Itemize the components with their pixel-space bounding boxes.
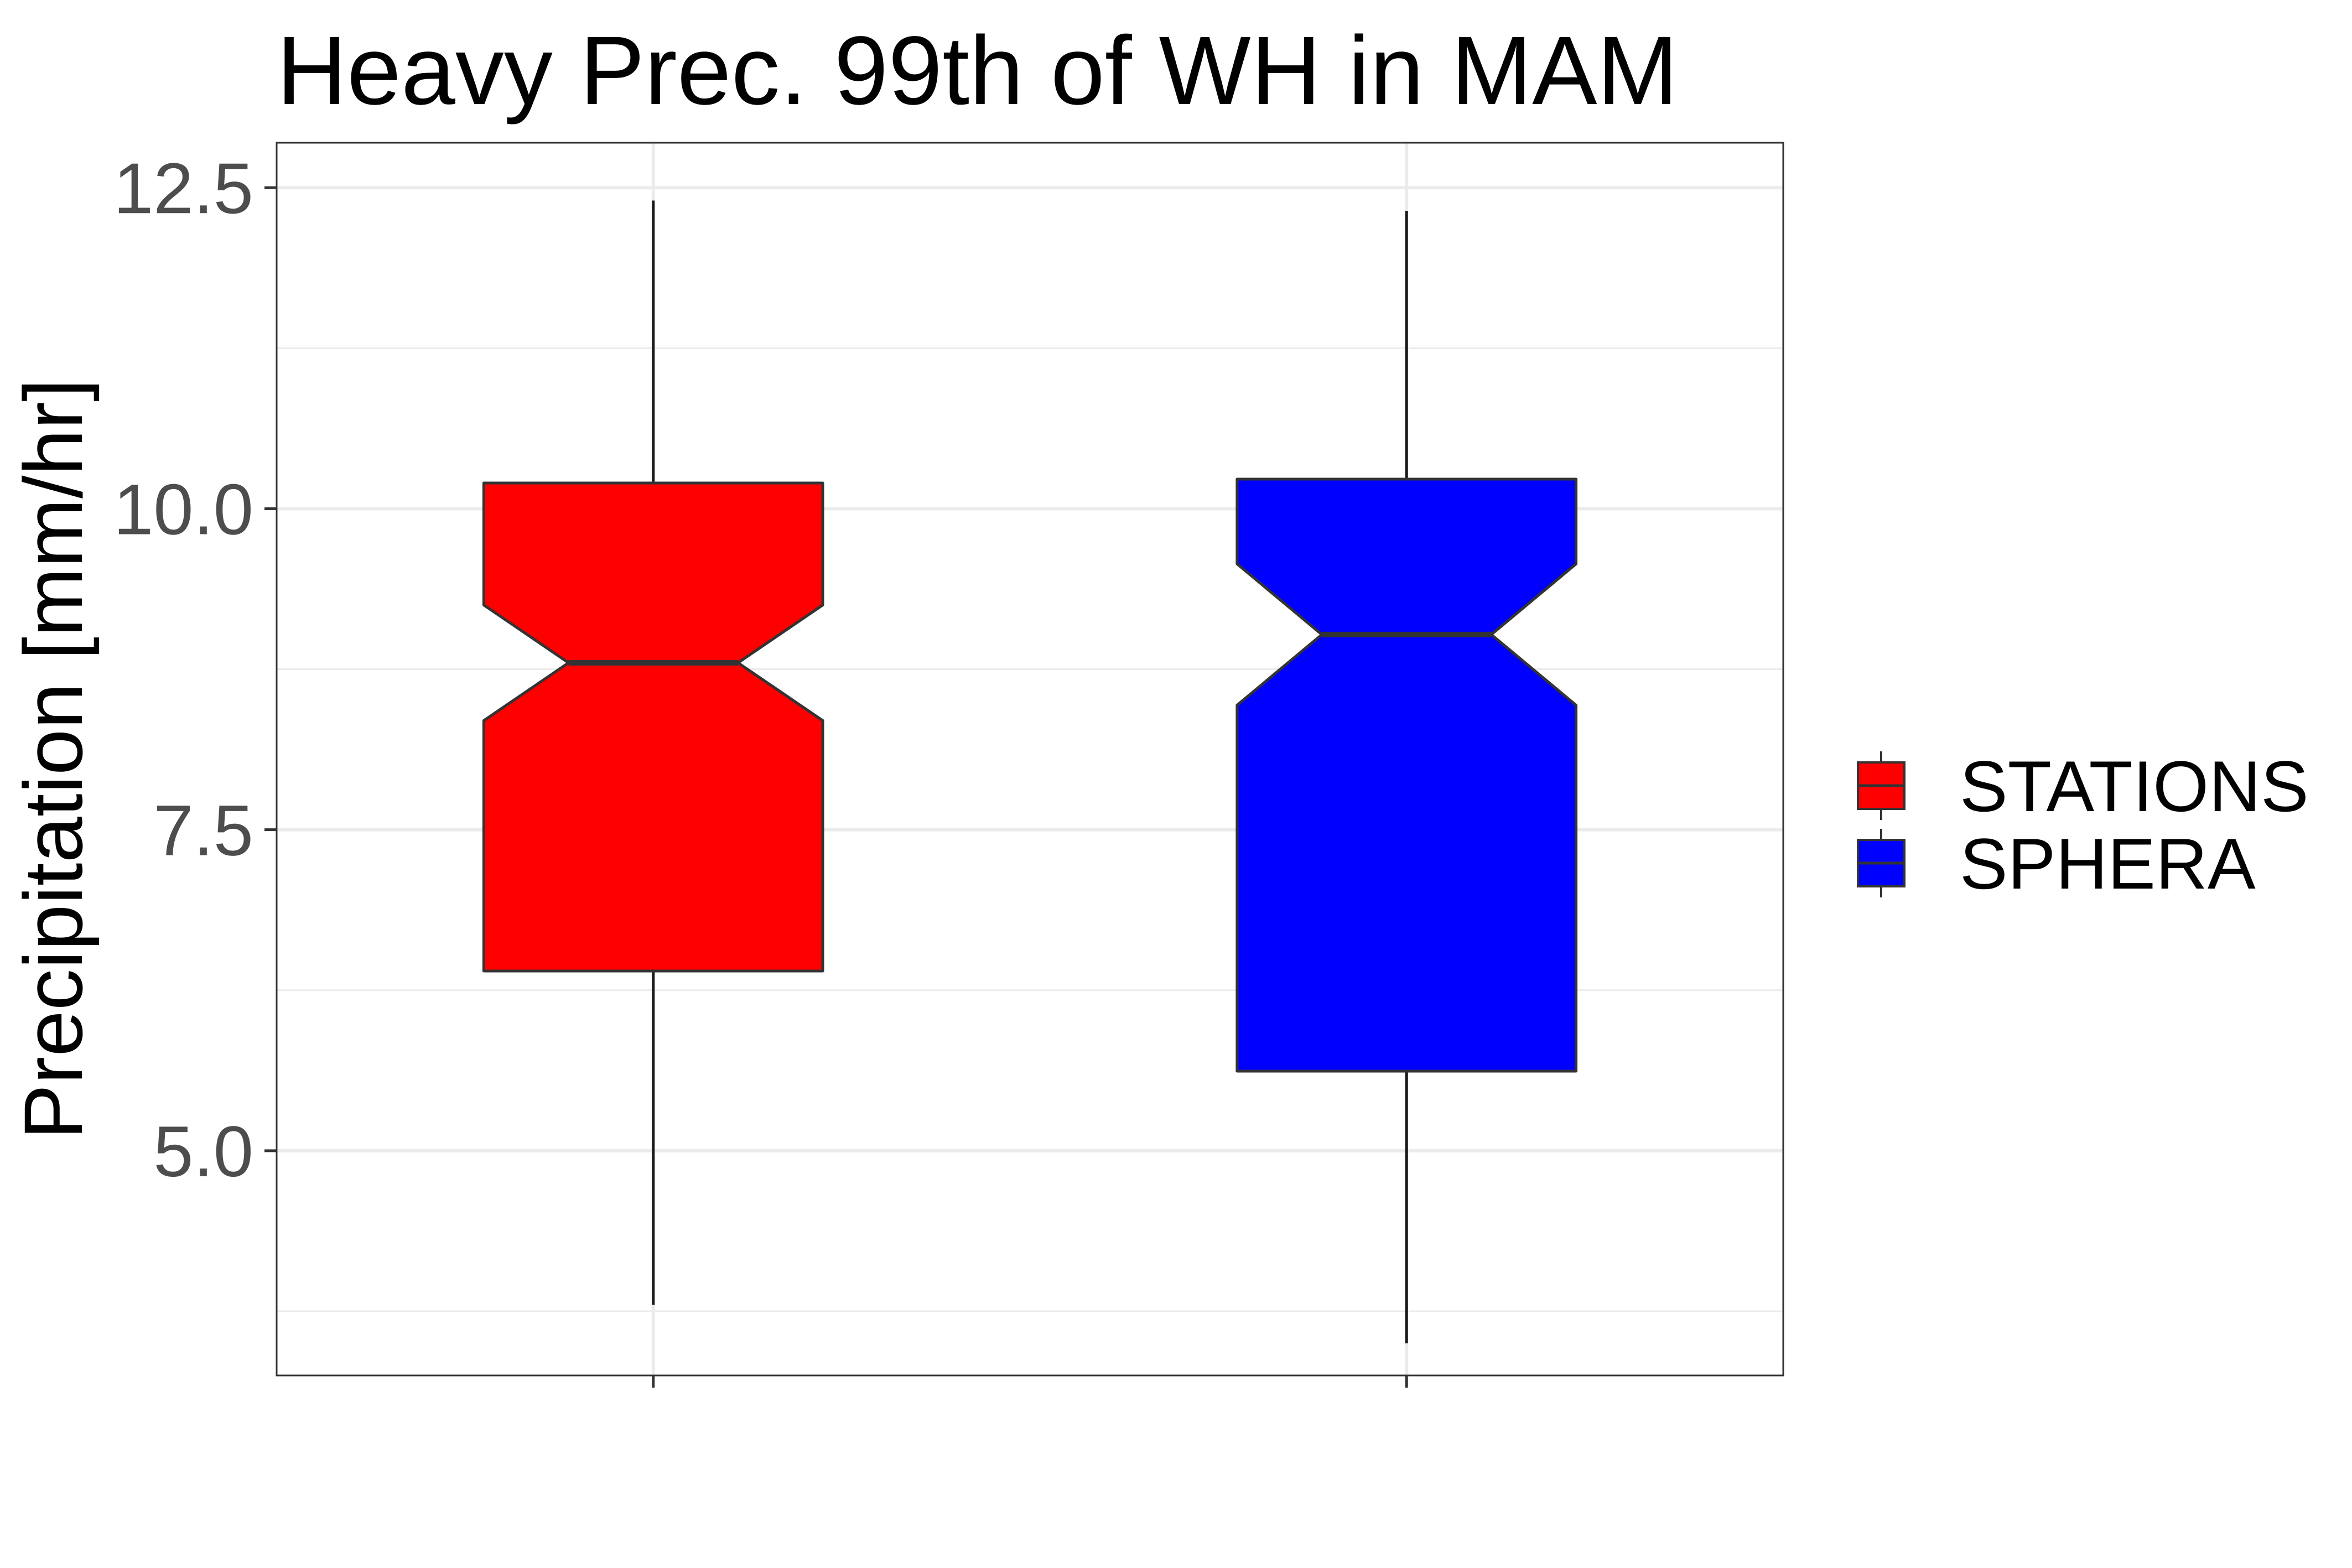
x-axis [652,1375,1408,1388]
legend-label: STATIONS [1960,746,2309,827]
y-axis-title: Precipitation [mm/hr] [7,378,100,1139]
legend-label: SPHERA [1960,823,2256,904]
legend-item-sphera: SPHERA [1857,823,2256,904]
box-body [482,481,824,973]
y-tick-label: 7.5 [153,790,253,871]
box-stations [482,200,824,1305]
y-axis: 5.0 7.5 10.0 12.5 [113,148,277,1192]
box-sphera [1235,211,1578,1343]
legend-item-stations: STATIONS [1857,746,2309,827]
plot-panel-border [276,142,1784,1377]
box-layer [482,200,1578,1343]
y-tick-label: 5.0 [153,1111,253,1192]
box-body [1235,477,1578,1073]
y-tick-label: 10.0 [113,469,253,549]
y-tick-label: 12.5 [113,148,253,229]
chart-title: Heavy Prec. 99th of WH in MAM [277,17,1678,125]
